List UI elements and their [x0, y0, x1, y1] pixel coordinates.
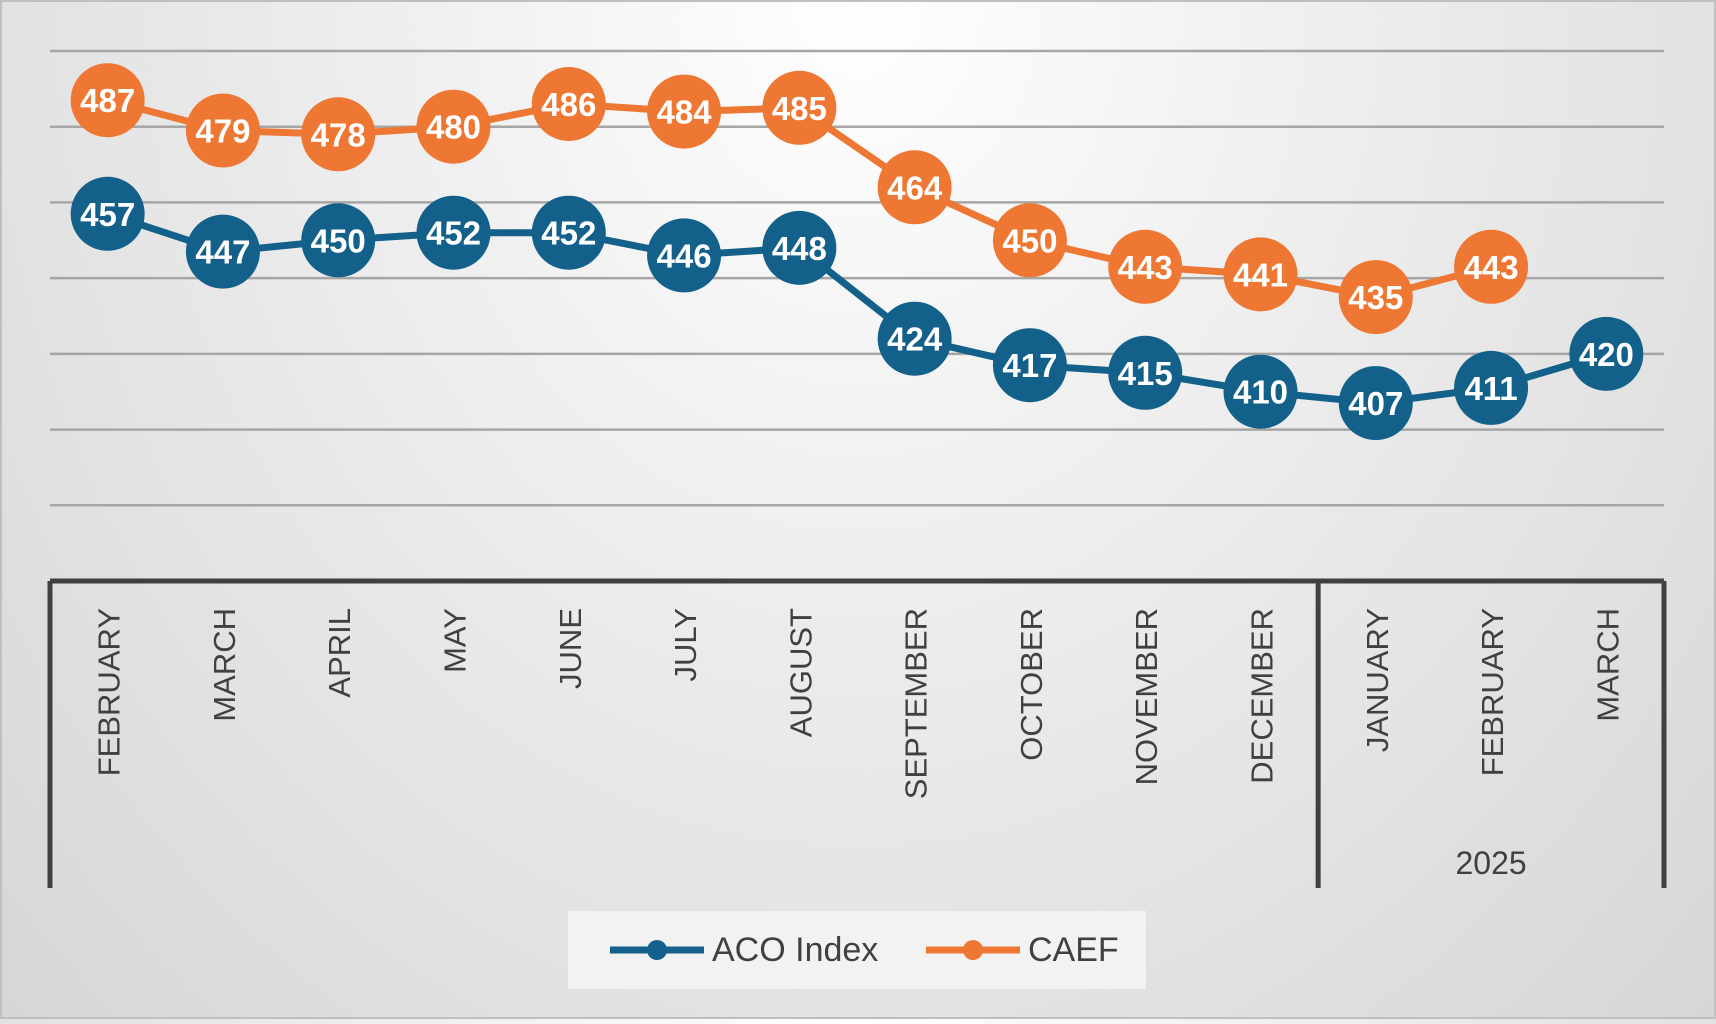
data-label: 411: [1464, 370, 1517, 407]
data-label: 450: [1002, 222, 1057, 259]
data-point: [531, 195, 606, 270]
data-label: 424: [887, 321, 943, 358]
data-point: [647, 218, 722, 293]
x-tick-label: FEBRUARY: [92, 608, 127, 776]
x-tick-label: DECEMBER: [1245, 608, 1280, 784]
data-label: 486: [541, 86, 596, 123]
data-label: 410: [1233, 374, 1288, 411]
x-tick-label: MARCH: [207, 608, 242, 722]
data-point: [1108, 229, 1183, 304]
x-tick-label: NOVEMBER: [1129, 608, 1164, 785]
data-point: [762, 210, 837, 285]
data-label: 443: [1464, 249, 1519, 286]
data-label: 450: [311, 222, 366, 259]
data-label: 457: [80, 196, 135, 233]
data-point: [1223, 354, 1298, 429]
x-tick-label: OCTOBER: [1014, 608, 1049, 761]
data-point: [647, 74, 722, 149]
data-label: 448: [772, 230, 827, 267]
x-tick-label: SEPTEMBER: [899, 608, 934, 799]
x-tick-label: MARCH: [1590, 608, 1625, 722]
data-label: 435: [1348, 279, 1403, 316]
legend-label: CAEF: [1028, 931, 1119, 969]
data-point: [1454, 229, 1529, 304]
data-point: [762, 70, 837, 145]
data-label: 447: [195, 234, 250, 271]
data-label: 479: [195, 113, 250, 150]
data-label: 446: [657, 237, 712, 274]
data-point: [877, 150, 952, 225]
data-label: 487: [80, 82, 135, 119]
data-label: 420: [1579, 336, 1634, 373]
data-point: [1338, 366, 1413, 441]
data-point: [301, 203, 376, 278]
data-point: [70, 63, 145, 138]
data-point: [1569, 316, 1644, 391]
data-label: 415: [1118, 355, 1173, 392]
data-point: [1223, 237, 1298, 312]
x-tick-label: JULY: [668, 608, 703, 682]
data-label: 452: [426, 215, 481, 252]
x-tick-label: JUNE: [553, 608, 588, 689]
x-tick-label: APRIL: [322, 608, 357, 698]
legend-label: ACO Index: [712, 931, 878, 969]
data-point: [301, 97, 376, 172]
data-label: 480: [426, 109, 481, 146]
data-point: [416, 195, 491, 270]
data-point: [1338, 260, 1413, 335]
data-label: 441: [1233, 256, 1288, 293]
x-tick-label: JANUARY: [1360, 608, 1395, 752]
data-point: [992, 328, 1067, 403]
data-point: [416, 89, 491, 164]
data-point: [70, 176, 145, 251]
data-label: 417: [1002, 347, 1057, 384]
data-point: [1108, 335, 1183, 410]
data-point: [877, 301, 952, 376]
data-point: [1454, 350, 1529, 425]
data-point: [185, 214, 260, 289]
group-label: 2025: [1455, 845, 1526, 881]
data-label: 452: [541, 215, 596, 252]
data-label: 464: [887, 169, 943, 206]
data-label: 484: [657, 94, 713, 131]
x-tick-label: FEBRUARY: [1475, 608, 1510, 776]
data-label: 485: [772, 90, 827, 127]
data-point: [992, 203, 1067, 278]
data-label: 478: [311, 116, 366, 153]
legend-marker: [963, 940, 983, 960]
data-point: [531, 67, 606, 141]
data-label: 443: [1118, 249, 1173, 286]
x-tick-label: MAY: [438, 608, 473, 673]
data-point: [185, 93, 260, 168]
x-tick-label: AUGUST: [783, 608, 818, 737]
legend-marker: [647, 940, 667, 960]
data-label: 407: [1348, 385, 1403, 422]
